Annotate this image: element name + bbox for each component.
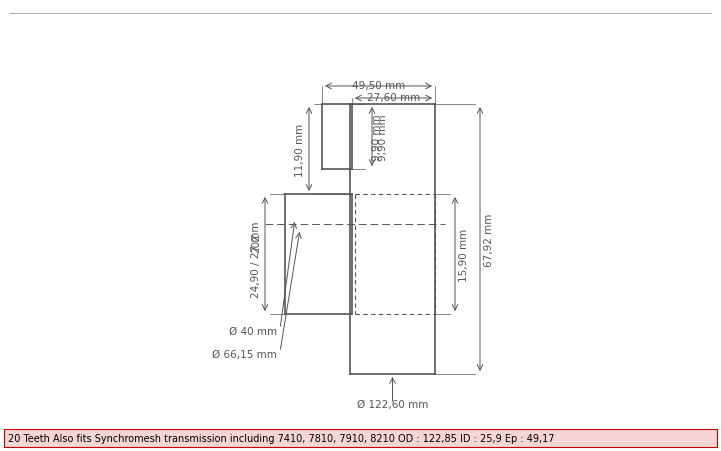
Text: 9,90 mm: 9,90 mm — [372, 114, 382, 161]
Text: 67,92 mm: 67,92 mm — [484, 213, 494, 266]
Text: 15,90 mm: 15,90 mm — [459, 228, 469, 281]
Text: Ø 40 mm: Ø 40 mm — [229, 326, 277, 336]
Text: 27,60 mm: 27,60 mm — [367, 93, 420, 103]
Text: Ø 122,60 mm: Ø 122,60 mm — [357, 399, 428, 409]
Text: 9,90 mm: 9,90 mm — [378, 114, 388, 161]
Text: 11,90 mm: 11,90 mm — [295, 123, 305, 176]
Text: 20Z: 20Z — [251, 232, 261, 253]
Text: 24,90 / 27 mm: 24,90 / 27 mm — [251, 221, 261, 298]
Text: Ø 66,15 mm: Ø 66,15 mm — [212, 349, 277, 359]
Text: 49,50 mm: 49,50 mm — [352, 81, 405, 91]
Text: 20 Teeth Also fits Synchromesh transmission including 7410, 7810, 7910, 8210 OD : 20 Teeth Also fits Synchromesh transmiss… — [8, 433, 554, 443]
FancyBboxPatch shape — [4, 429, 717, 447]
